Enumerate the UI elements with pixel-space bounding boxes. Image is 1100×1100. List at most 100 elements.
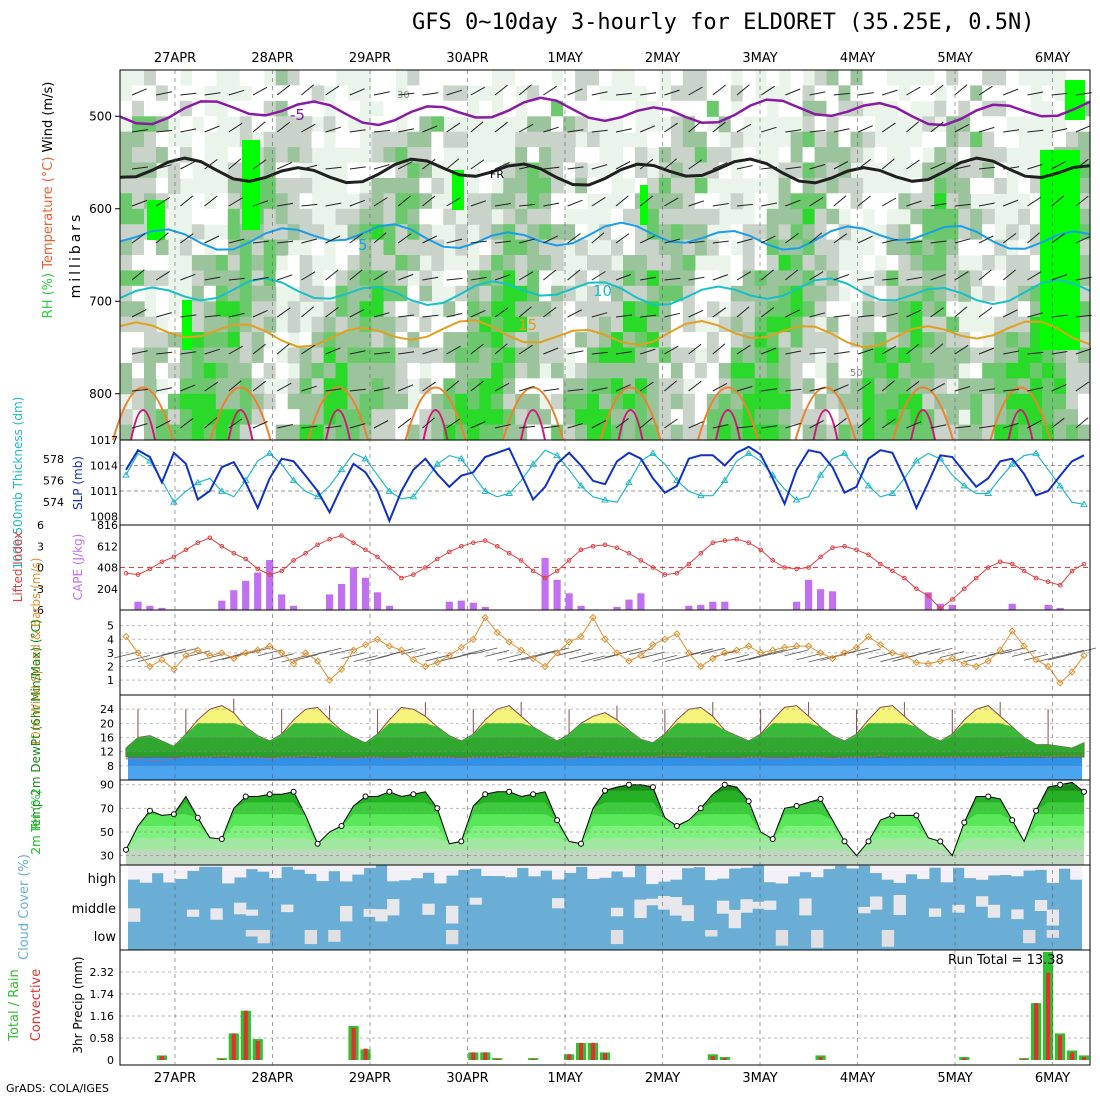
wind-barb xyxy=(712,240,729,244)
wind-barb xyxy=(857,417,871,429)
rh-cell xyxy=(563,147,576,164)
rh-cell xyxy=(203,332,217,349)
rh-cell xyxy=(539,116,552,133)
rh-cell xyxy=(1030,193,1043,210)
cloud-high-gap xyxy=(952,865,965,868)
rh-cell xyxy=(886,378,899,395)
cloud-mid-gap xyxy=(799,898,812,916)
wind-marker xyxy=(1068,668,1076,676)
rh-cell xyxy=(203,378,217,395)
rh-cell xyxy=(383,100,397,117)
wind-barb xyxy=(1051,233,1065,244)
rh-cell xyxy=(383,147,397,164)
rh-cell xyxy=(1054,347,1067,364)
rh-cell xyxy=(862,301,876,318)
lifted-index-marker xyxy=(267,572,273,577)
cloud-high-gap xyxy=(976,865,989,880)
rh-cell xyxy=(778,193,792,210)
cloud-high-gap xyxy=(528,865,541,877)
wind-barb xyxy=(761,126,777,133)
rh-cell xyxy=(287,224,301,241)
lifted-index-marker xyxy=(530,568,536,574)
wind-marker xyxy=(984,657,992,665)
thickness-marker xyxy=(744,449,753,456)
lifted-index-marker xyxy=(183,547,189,553)
rh-cell xyxy=(335,347,349,364)
rh-marker xyxy=(578,840,584,847)
lifted-index-marker xyxy=(746,540,752,546)
rh-cell xyxy=(491,255,504,271)
rh-cell xyxy=(611,393,624,410)
rh-cell xyxy=(682,100,696,117)
wind-barb xyxy=(868,652,893,660)
wind-marker xyxy=(852,643,861,652)
lifted-index-marker xyxy=(985,565,991,570)
rh-cell xyxy=(144,347,157,364)
surface-isotherm xyxy=(520,409,546,441)
wind-barb xyxy=(204,381,219,392)
wind-barb xyxy=(639,195,654,207)
rh-cell xyxy=(479,208,492,225)
wind-barb xyxy=(591,420,607,429)
rh-cell xyxy=(371,70,385,86)
rh-cell xyxy=(802,362,816,379)
cape-tick-label: 408 xyxy=(97,562,118,575)
surface-isotherm xyxy=(794,386,857,441)
rh-cell xyxy=(239,378,253,395)
cape-bar xyxy=(541,557,549,610)
rh-cell xyxy=(311,239,325,256)
rh-cell xyxy=(239,347,253,364)
rh-cell xyxy=(970,270,983,287)
rh-cell xyxy=(874,239,887,256)
rh-cell xyxy=(754,193,768,210)
rh-cell xyxy=(227,347,241,364)
y-tick-label: 700 xyxy=(89,294,112,308)
lifted-index-marker xyxy=(1081,561,1087,567)
rh-cell xyxy=(934,255,947,271)
rh-cell xyxy=(239,332,253,349)
convective-bar xyxy=(351,1027,356,1060)
rh-cell xyxy=(251,362,265,379)
rh-cell xyxy=(934,362,947,379)
cloud-high-gap xyxy=(552,865,565,880)
rh-cell xyxy=(132,347,145,364)
rh-cell xyxy=(778,424,792,441)
rh-cell xyxy=(790,162,804,179)
wind-barb xyxy=(1027,129,1044,133)
wind-marker xyxy=(182,651,190,660)
wind-barb xyxy=(712,343,726,355)
convective-bar xyxy=(1022,1058,1027,1060)
rh-cell xyxy=(563,116,576,133)
wind-barb xyxy=(930,274,946,281)
wind-barb xyxy=(204,92,221,96)
rh-cell xyxy=(371,316,385,333)
rh-cell xyxy=(383,255,397,271)
wind-barb xyxy=(156,312,172,318)
rh-cell xyxy=(1006,70,1019,86)
rh-cell xyxy=(826,100,840,117)
thickness-marker xyxy=(864,481,873,489)
rh-cell xyxy=(730,332,744,349)
wind-barb xyxy=(954,123,970,133)
rh-cell xyxy=(311,316,325,333)
wind-barb xyxy=(930,382,945,392)
rh-cell xyxy=(144,100,157,117)
cloud-high-gap xyxy=(999,865,1012,875)
rh-cell xyxy=(239,285,253,302)
wind-barb xyxy=(543,269,557,281)
rh-cell xyxy=(407,424,420,441)
wind-barb xyxy=(325,235,341,244)
wind-barb xyxy=(712,84,726,96)
rh-cell xyxy=(299,85,313,102)
rh-cell xyxy=(120,100,133,117)
rh-cell xyxy=(455,131,468,148)
rh-cell xyxy=(898,239,911,256)
rh-cell xyxy=(120,208,133,225)
rh-cell xyxy=(299,193,313,210)
wind-barb xyxy=(712,424,729,429)
rh-cell xyxy=(862,255,876,271)
rh-cell xyxy=(359,285,373,302)
rh-cell xyxy=(646,208,660,225)
wind-barb xyxy=(204,314,221,318)
rh-cell xyxy=(167,409,181,426)
